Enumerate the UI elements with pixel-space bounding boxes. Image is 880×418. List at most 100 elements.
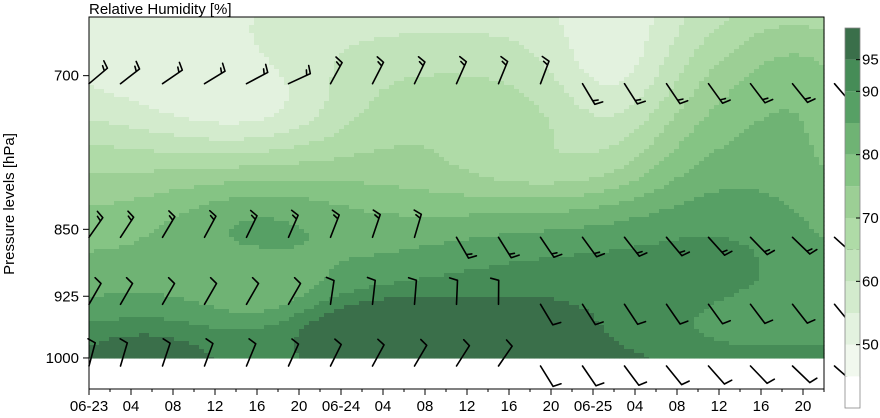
rh-cell (279, 57, 285, 62)
rh-cell (304, 97, 310, 102)
rh-cell (119, 253, 125, 258)
rh-cell (369, 265, 375, 270)
rh-cell (294, 333, 300, 338)
rh-cell (279, 153, 285, 158)
rh-cell (159, 69, 165, 74)
rh-cell (229, 265, 235, 270)
rh-cell (179, 181, 185, 186)
rh-cell (149, 317, 155, 322)
rh-cell (339, 93, 345, 98)
rh-cell (264, 333, 270, 338)
rh-cell (289, 125, 295, 130)
rh-cell (324, 353, 330, 358)
rh-cell (149, 53, 155, 58)
rh-cell (109, 121, 115, 126)
rh-cell (354, 33, 360, 38)
rh-cell (129, 41, 135, 46)
rh-cell (184, 177, 190, 182)
rh-cell (149, 217, 155, 222)
rh-cell (179, 253, 185, 258)
rh-cell (234, 253, 240, 258)
rh-cell (294, 261, 300, 266)
rh-cell (254, 201, 260, 206)
rh-cell (159, 297, 165, 302)
rh-cell (109, 49, 115, 54)
rh-cell (239, 281, 245, 286)
rh-cell (364, 45, 370, 50)
rh-cell (124, 69, 130, 74)
rh-cell (199, 333, 205, 338)
rh-cell (279, 89, 285, 94)
rh-cell (139, 197, 145, 202)
rh-cell (294, 17, 300, 22)
rh-cell (169, 273, 175, 278)
rh-cell (374, 29, 380, 34)
rh-cell (154, 357, 160, 359)
rh-cell (329, 177, 335, 182)
rh-cell (329, 281, 335, 286)
rh-cell (174, 29, 180, 34)
rh-cell (304, 37, 310, 42)
rh-cell (239, 173, 245, 178)
rh-cell (189, 21, 195, 26)
rh-cell (189, 209, 195, 214)
rh-cell (264, 237, 270, 242)
rh-cell (159, 261, 165, 266)
rh-cell (324, 25, 330, 30)
rh-cell (199, 85, 205, 90)
rh-cell (309, 105, 315, 110)
rh-cell (94, 49, 100, 54)
rh-cell (104, 197, 110, 202)
rh-cell (289, 269, 295, 274)
rh-cell (309, 121, 315, 126)
rh-cell (124, 277, 130, 282)
rh-cell (234, 177, 240, 182)
rh-cell (339, 145, 345, 150)
rh-cell (329, 113, 335, 118)
rh-cell (244, 169, 250, 174)
rh-cell (134, 25, 140, 30)
rh-cell (239, 81, 245, 86)
rh-cell (244, 117, 250, 122)
rh-cell (364, 257, 370, 262)
rh-cell (129, 321, 135, 326)
rh-cell (154, 169, 160, 174)
rh-cell (274, 129, 280, 134)
rh-cell (234, 193, 240, 198)
rh-cell (304, 157, 310, 162)
rh-cell (309, 213, 315, 218)
rh-cell (94, 297, 100, 302)
rh-cell (269, 161, 275, 166)
rh-cell (329, 129, 335, 134)
rh-cell (114, 269, 120, 274)
rh-cell (249, 189, 255, 194)
rh-cell (224, 169, 230, 174)
rh-cell (174, 69, 180, 74)
rh-cell (299, 181, 305, 186)
rh-cell (89, 165, 95, 170)
rh-cell (274, 189, 280, 194)
rh-cell (244, 45, 250, 50)
rh-cell (144, 225, 150, 230)
rh-cell (294, 153, 300, 158)
rh-cell (179, 313, 185, 318)
rh-cell (119, 185, 125, 190)
rh-cell (299, 297, 305, 302)
rh-cell (234, 269, 240, 274)
rh-cell (109, 349, 115, 354)
rh-cell (234, 353, 240, 358)
rh-cell (174, 37, 180, 42)
rh-cell (309, 245, 315, 250)
rh-cell (209, 117, 215, 122)
rh-cell (254, 173, 260, 178)
rh-cell (294, 337, 300, 342)
rh-cell (259, 301, 265, 306)
rh-cell (149, 281, 155, 286)
rh-cell (139, 145, 145, 150)
rh-cell (274, 141, 280, 146)
rh-cell (244, 89, 250, 94)
rh-cell (209, 209, 215, 214)
rh-cell (259, 217, 265, 222)
rh-cell (159, 173, 165, 178)
rh-cell (184, 77, 190, 82)
